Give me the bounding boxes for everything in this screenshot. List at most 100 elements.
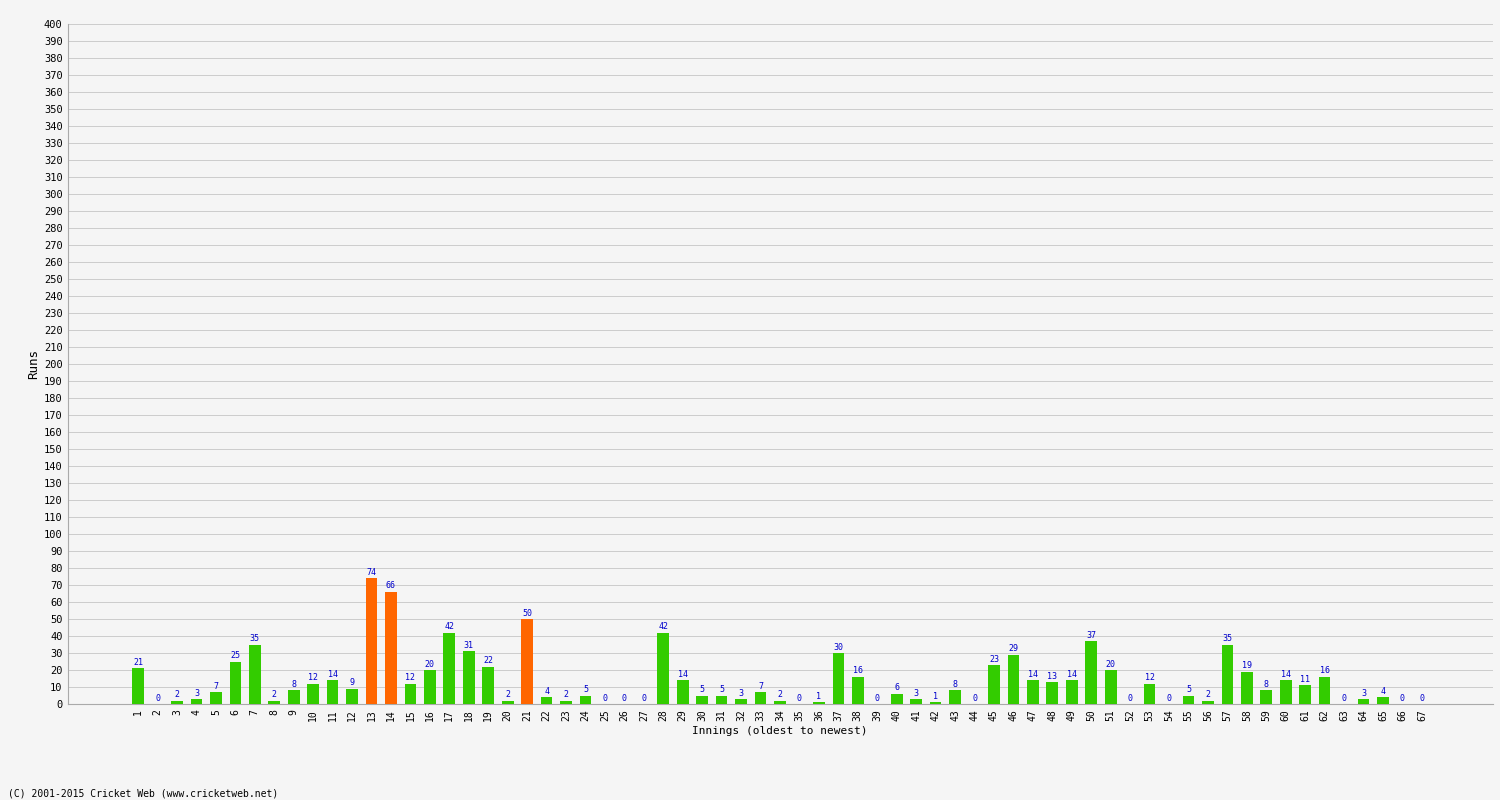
Bar (132, 668, 144, 704)
Text: 14: 14 (1281, 670, 1290, 679)
Text: 35: 35 (1222, 634, 1233, 643)
Text: 74: 74 (366, 568, 376, 577)
Text: 0: 0 (603, 694, 608, 702)
Text: 5: 5 (1186, 685, 1191, 694)
Text: 2: 2 (1206, 690, 1210, 699)
Text: 30: 30 (834, 642, 843, 652)
Text: 0: 0 (1400, 694, 1406, 702)
Text: 2: 2 (174, 690, 180, 699)
Text: 31: 31 (464, 641, 474, 650)
Text: 0: 0 (874, 694, 880, 702)
Bar (1358, 699, 1370, 704)
Bar (1240, 672, 1252, 704)
Bar (424, 670, 435, 704)
Text: 14: 14 (1066, 670, 1077, 679)
Bar (735, 699, 747, 704)
Text: 0: 0 (1128, 694, 1132, 702)
Text: 25: 25 (231, 651, 240, 660)
Text: 23: 23 (988, 654, 999, 663)
Text: 2: 2 (272, 690, 278, 699)
Text: 8: 8 (952, 680, 957, 689)
Bar (1086, 641, 1096, 704)
Text: 4: 4 (1380, 687, 1386, 696)
Text: 16: 16 (1320, 666, 1329, 675)
Bar (1143, 683, 1155, 704)
Text: 12: 12 (308, 674, 318, 682)
Y-axis label: Runs: Runs (27, 349, 39, 379)
Bar (268, 701, 280, 704)
Bar (852, 677, 864, 704)
Text: 0: 0 (796, 694, 802, 702)
Bar (1318, 677, 1330, 704)
Bar (540, 697, 552, 704)
Text: 66: 66 (386, 582, 396, 590)
Text: 14: 14 (1028, 670, 1038, 679)
Text: 19: 19 (1242, 662, 1252, 670)
Bar (1047, 682, 1058, 704)
Text: 5: 5 (699, 685, 705, 694)
Text: 8: 8 (291, 680, 296, 689)
Bar (1260, 690, 1272, 704)
Bar (910, 699, 922, 704)
Bar (560, 701, 572, 704)
Bar (754, 692, 766, 704)
Text: 29: 29 (1008, 644, 1019, 654)
Text: 0: 0 (1341, 694, 1347, 702)
Bar (1280, 680, 1292, 704)
Text: 2: 2 (777, 690, 783, 699)
Bar (930, 702, 942, 704)
Text: 0: 0 (1419, 694, 1425, 702)
Bar (288, 690, 300, 704)
Text: 0: 0 (1167, 694, 1172, 702)
Text: 9: 9 (350, 678, 354, 687)
Text: 22: 22 (483, 656, 494, 666)
Text: 14: 14 (678, 670, 687, 679)
Text: 50: 50 (522, 609, 532, 618)
Bar (579, 695, 591, 704)
Text: 3: 3 (738, 689, 744, 698)
Bar (813, 702, 825, 704)
Bar (716, 695, 728, 704)
Bar (833, 653, 844, 704)
Bar (366, 578, 378, 704)
Bar (346, 689, 358, 704)
Bar (774, 701, 786, 704)
Bar (190, 699, 202, 704)
Text: 4: 4 (544, 687, 549, 696)
Text: 37: 37 (1086, 630, 1096, 640)
Bar (327, 680, 339, 704)
Text: 0: 0 (972, 694, 976, 702)
Text: 14: 14 (327, 670, 338, 679)
Bar (522, 619, 532, 704)
Bar (1221, 645, 1233, 704)
Text: 20: 20 (424, 660, 435, 669)
Bar (503, 701, 513, 704)
Text: 1: 1 (933, 692, 938, 701)
Bar (1377, 697, 1389, 704)
Bar (230, 662, 242, 704)
Text: 3: 3 (1360, 689, 1366, 698)
Text: 42: 42 (658, 622, 669, 631)
Bar (386, 592, 398, 704)
Text: 0: 0 (154, 694, 160, 702)
Bar (405, 683, 417, 704)
Text: 8: 8 (1264, 680, 1269, 689)
Text: (C) 2001-2015 Cricket Web (www.cricketweb.net): (C) 2001-2015 Cricket Web (www.cricketwe… (8, 789, 278, 798)
Text: 0: 0 (622, 694, 627, 702)
Text: 3: 3 (194, 689, 200, 698)
Text: 6: 6 (894, 683, 898, 693)
Text: 42: 42 (444, 622, 454, 631)
Text: 16: 16 (853, 666, 862, 675)
Text: 21: 21 (134, 658, 142, 667)
Bar (657, 633, 669, 704)
Bar (210, 692, 222, 704)
Bar (1066, 680, 1077, 704)
Bar (676, 680, 688, 704)
Text: 13: 13 (1047, 671, 1058, 681)
Text: 20: 20 (1106, 660, 1116, 669)
Bar (171, 701, 183, 704)
Text: 1: 1 (816, 692, 822, 701)
Bar (1028, 680, 1038, 704)
Text: 3: 3 (914, 689, 918, 698)
Bar (988, 665, 1000, 704)
